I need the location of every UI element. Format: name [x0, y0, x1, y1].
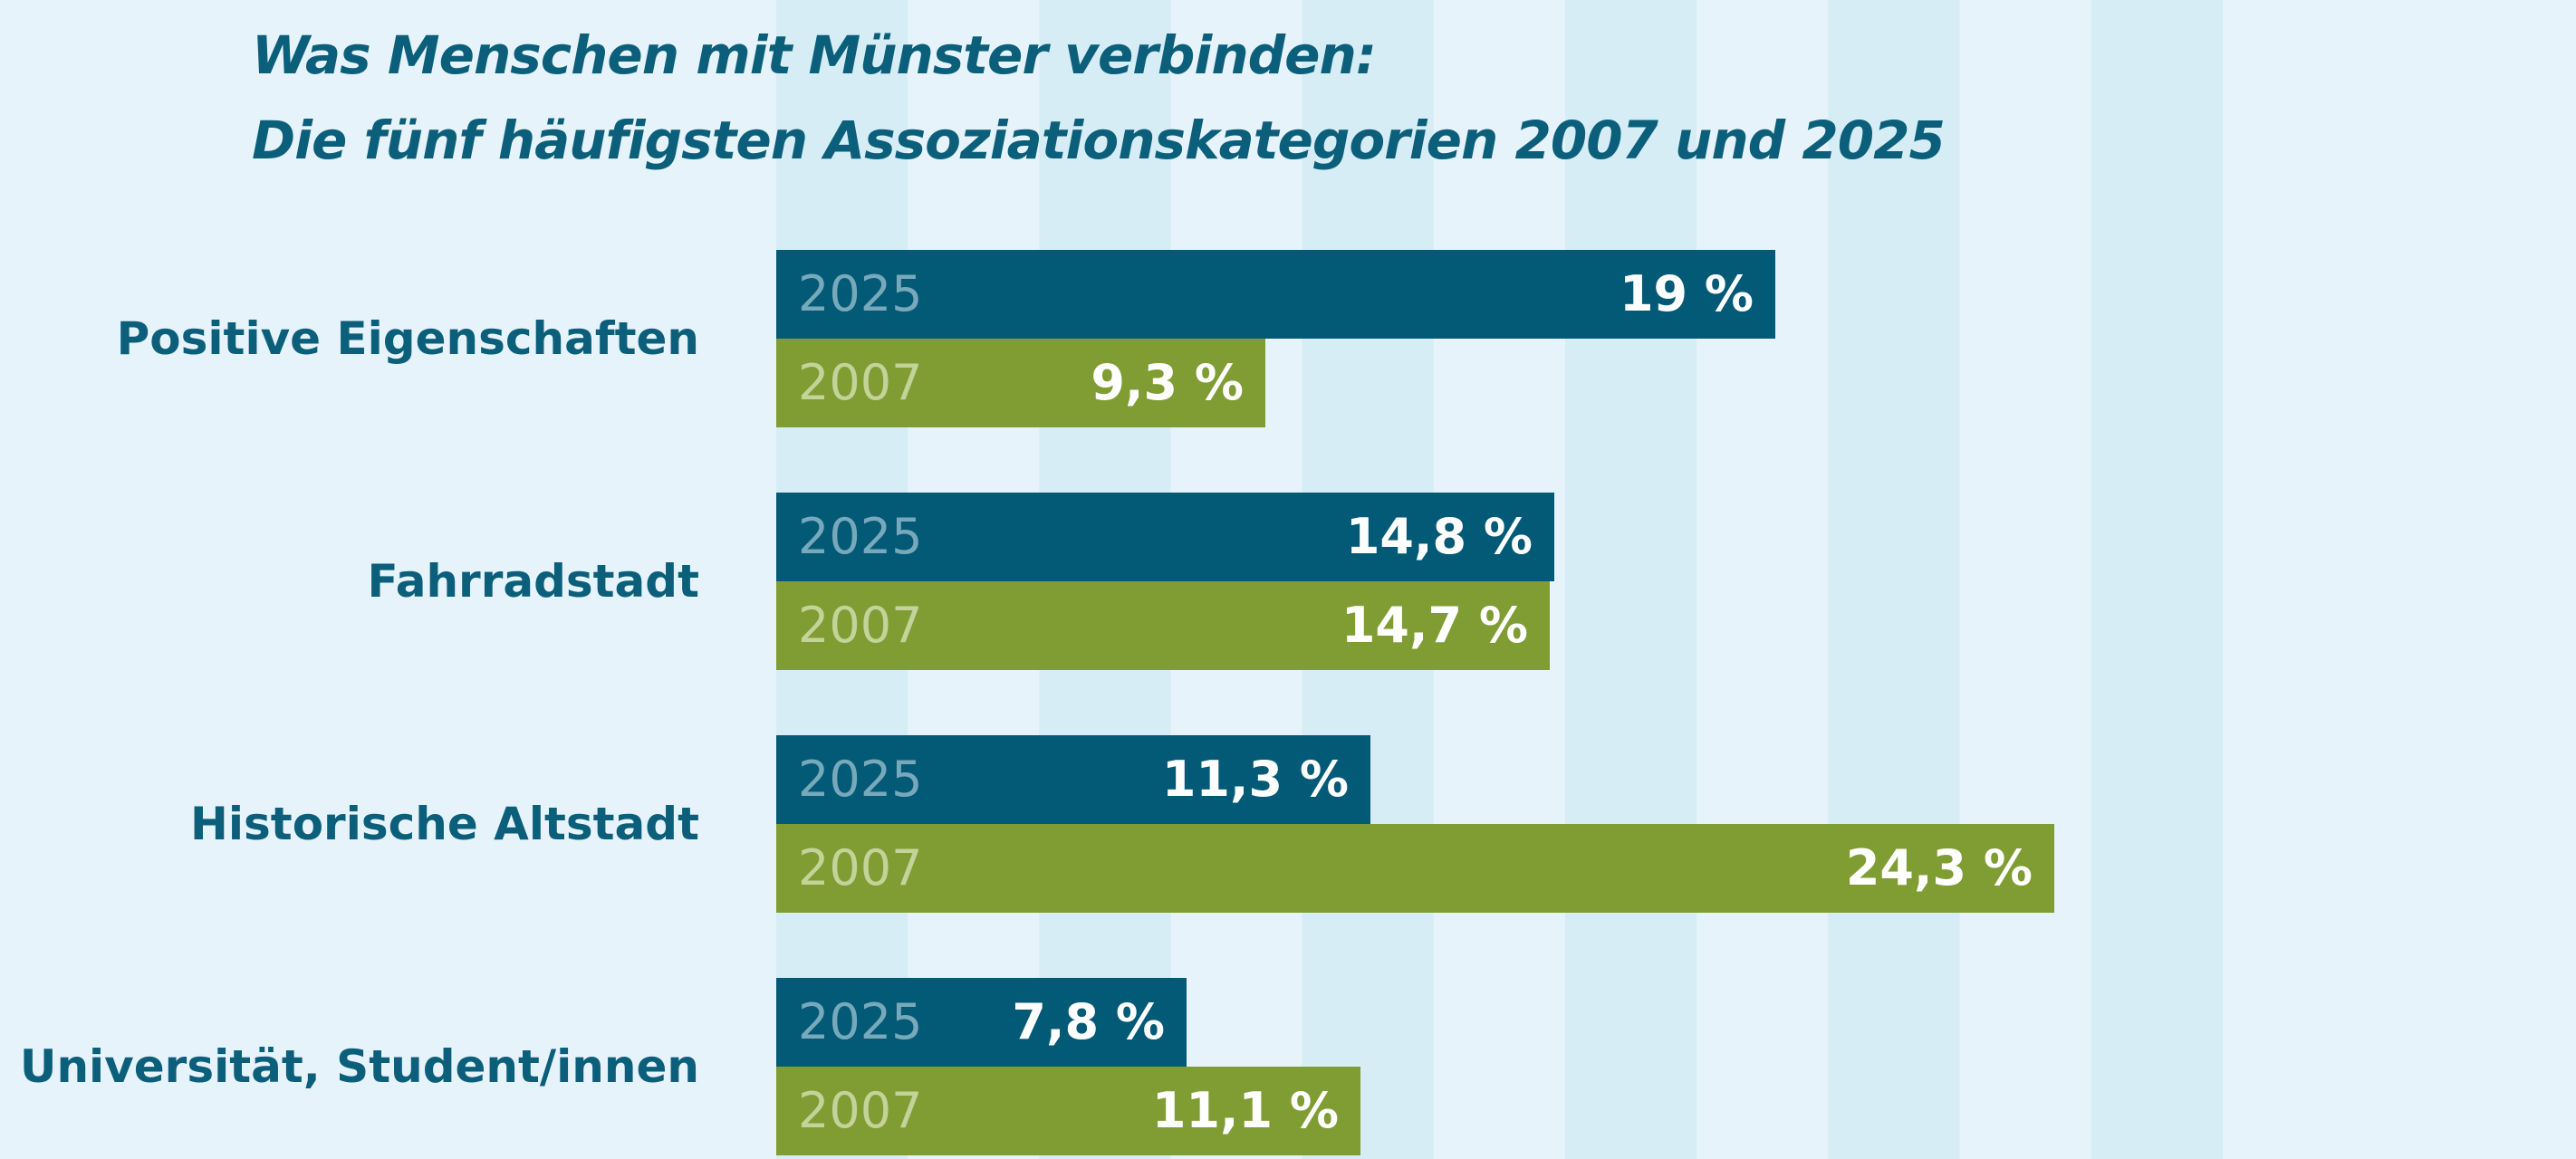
chart-title-line-2: Die fünf häufigsten Assoziationskategori… [252, 110, 1946, 171]
background-band [2091, 0, 2223, 1159]
bar-2025: 2025 14,8 % [776, 493, 1554, 581]
bar-2007: 2007 11,1 % [776, 1067, 1360, 1155]
background-band [1564, 0, 1697, 1159]
data-value-label: 11,1 % [1151, 1082, 1339, 1139]
series-year-label: 2025 [798, 508, 923, 565]
bar-2025: 2025 19 % [776, 250, 1775, 339]
category-label: Historische Altstadt [190, 798, 699, 850]
series-year-label: 2025 [798, 751, 923, 808]
bar-2025: 2025 11,3 % [776, 735, 1370, 824]
chart-title-line-1: Was Menschen mit Münster verbinden: [252, 24, 1377, 86]
category-label: Fahrradstadt [367, 555, 699, 608]
bar-2007: 2007 9,3 % [776, 339, 1265, 427]
category-label: Positive Eigenschaften [116, 312, 699, 365]
series-year-label: 2007 [798, 597, 923, 654]
data-value-label: 14,8 % [1345, 508, 1533, 565]
category-label: Universität, Student/innen [19, 1040, 699, 1093]
series-year-label: 2007 [798, 839, 923, 896]
series-year-label: 2025 [798, 993, 923, 1050]
series-year-label: 2025 [798, 265, 923, 322]
series-year-label: 2007 [798, 1082, 923, 1139]
bar-2007: 2007 24,3 % [776, 824, 2054, 913]
data-value-label: 11,3 % [1161, 751, 1349, 808]
data-value-label: 9,3 % [1091, 354, 1244, 411]
data-value-label: 24,3 % [1845, 839, 2033, 896]
series-year-label: 2007 [798, 354, 923, 411]
background-band [1828, 0, 1960, 1159]
data-value-label: 14,7 % [1341, 597, 1528, 654]
bar-2007: 2007 14,7 % [776, 581, 1550, 670]
data-value-label: 19 % [1619, 265, 1754, 322]
data-value-label: 7,8 % [1012, 993, 1165, 1050]
bar-2025: 2025 7,8 % [776, 978, 1187, 1067]
